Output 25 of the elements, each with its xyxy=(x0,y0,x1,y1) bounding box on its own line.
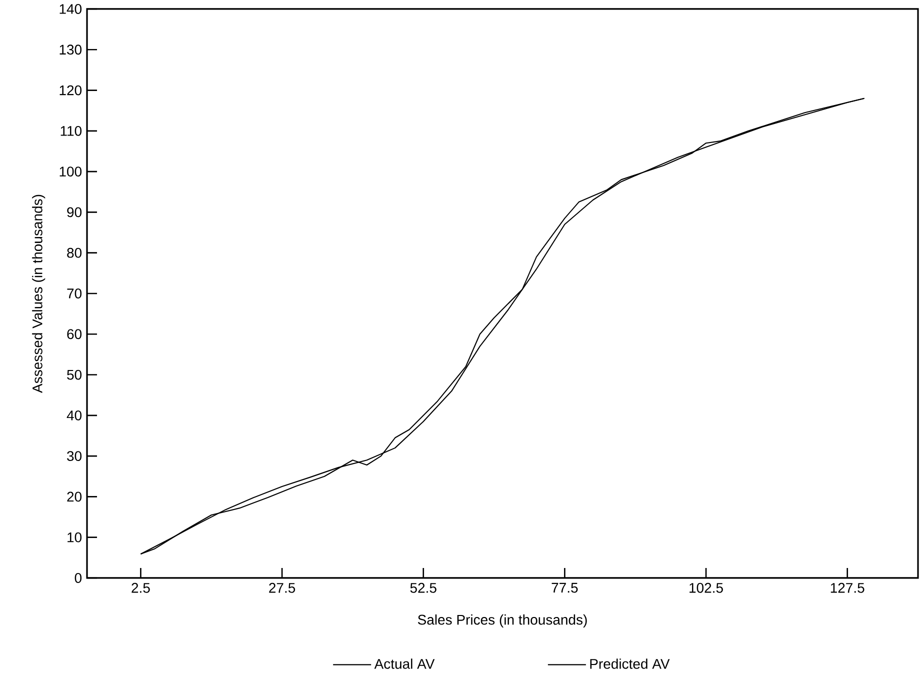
legend-label: Actual AV xyxy=(374,658,435,669)
y-tick-label: 0 xyxy=(74,573,82,583)
y-tick-label: 40 xyxy=(66,410,82,420)
y-tick-label: 10 xyxy=(68,532,82,542)
y-tick-label: 80 xyxy=(67,248,82,258)
x-tick-label: 52.5 xyxy=(410,582,436,593)
x-axis-title: Sales Prices (in thousands) xyxy=(418,614,587,628)
x-tick-label: 102.5 xyxy=(690,582,723,593)
y-tick-label: 70 xyxy=(67,288,82,298)
y-tick-label: 120 xyxy=(60,85,82,96)
y-tick-label: 20 xyxy=(67,492,82,502)
x-tick-label: 127.5 xyxy=(830,582,864,593)
y-tick-label: 50 xyxy=(67,370,82,380)
x-tick-label: 77.5 xyxy=(552,582,578,593)
y-tick-label: 90 xyxy=(67,207,82,218)
y-tick-label: 60 xyxy=(67,329,82,340)
y-axis-title: Assessed Values (in thousands) xyxy=(32,194,46,393)
y-tick-label: 110 xyxy=(60,126,82,136)
y-tick-label: 130 xyxy=(60,44,82,55)
x-tick-label: 27.5 xyxy=(269,582,296,593)
y-tick-label: 30 xyxy=(67,451,82,462)
y-tick-label: 140 xyxy=(60,4,82,14)
legend-label: Predicted AV xyxy=(590,658,670,669)
x-tick-label: 2.5 xyxy=(132,582,150,593)
y-tick-label: 100 xyxy=(60,166,82,177)
